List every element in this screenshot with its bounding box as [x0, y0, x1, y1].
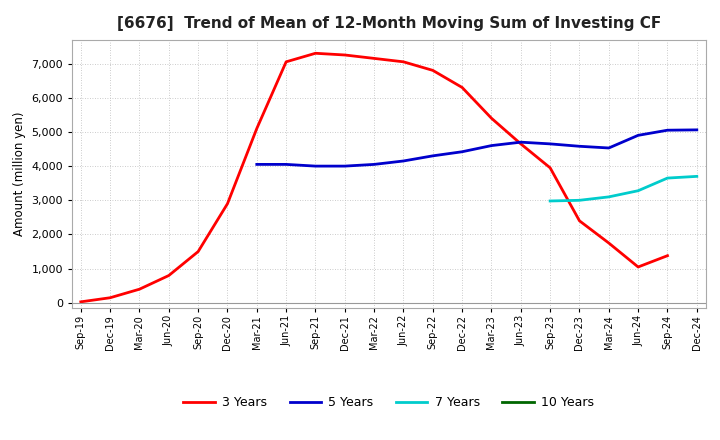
Y-axis label: Amount (million yen): Amount (million yen)	[13, 112, 26, 236]
Title: [6676]  Trend of Mean of 12-Month Moving Sum of Investing CF: [6676] Trend of Mean of 12-Month Moving …	[117, 16, 661, 32]
Legend: 3 Years, 5 Years, 7 Years, 10 Years: 3 Years, 5 Years, 7 Years, 10 Years	[179, 392, 599, 414]
